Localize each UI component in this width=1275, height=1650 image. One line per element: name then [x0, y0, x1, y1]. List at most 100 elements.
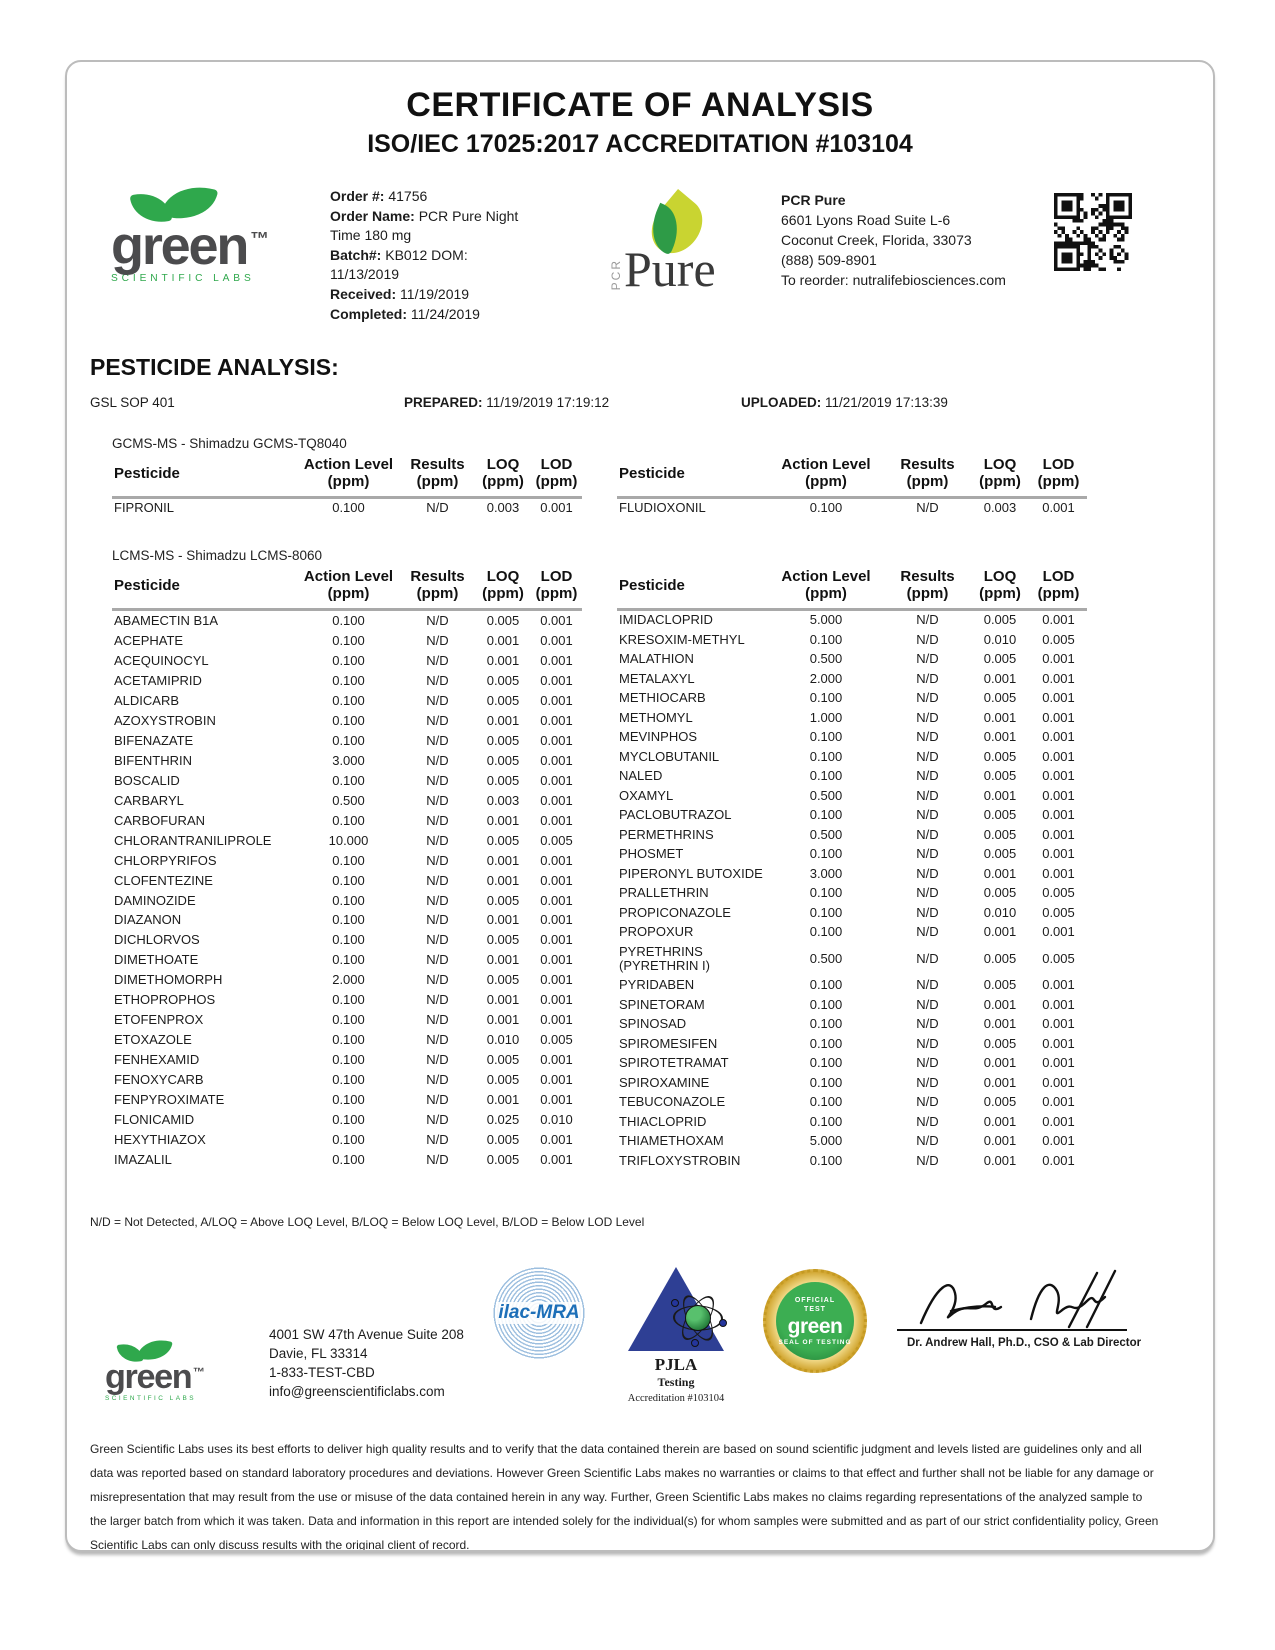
lcms-instrument-label: LCMS-MS - Shimadzu LCMS-8060	[112, 548, 323, 564]
cell-lod: 0.001	[540, 672, 573, 688]
cell-results: N/D	[916, 865, 939, 881]
cell-results: N/D	[426, 1112, 449, 1128]
cell-name: ETOFENPROX	[114, 1012, 204, 1028]
cell-action_level: 0.100	[332, 612, 365, 628]
cell-action_level: 0.100	[332, 1052, 365, 1068]
cell-lod: 0.001	[540, 1152, 573, 1168]
uploaded-timestamp: UPLOADED: 11/21/2019 17:13:39	[741, 395, 948, 410]
cell-lod: 0.001	[540, 752, 573, 768]
cell-results: N/D	[426, 632, 449, 648]
cell-name: DIMETHOATE	[114, 952, 199, 968]
text-line: info@greenscientificlabs.com	[269, 1384, 445, 1400]
cell-lod: 0.001	[540, 632, 573, 648]
pcr-pure-logo: PCR Pure	[576, 189, 751, 303]
cell-results: N/D	[916, 1055, 939, 1071]
trademark-symbol: ™	[250, 229, 269, 250]
cell-lod: 0.001	[1042, 1016, 1075, 1032]
cell-results: N/D	[916, 885, 939, 901]
pcr-vertical-text: PCR	[609, 258, 623, 290]
table-row: TRIFLOXYSTROBIN 0.100 N/D 0.001 0.001	[617, 1151, 1087, 1170]
cell-loq: 0.001	[983, 1016, 1017, 1032]
cell-results: N/D	[916, 612, 939, 628]
cell-name: FENOXYCARB	[114, 1072, 204, 1088]
cell-loq: 0.001	[983, 1152, 1017, 1168]
cell-lod: 0.001	[1042, 977, 1075, 993]
column-header: LOD (ppm)	[535, 568, 578, 603]
cell-loq: 0.001	[486, 872, 520, 888]
atom-icon	[669, 1289, 727, 1347]
cell-loq: 0.003	[486, 500, 520, 516]
cell-results: N/D	[426, 772, 449, 788]
cell-lod: 0.005	[1042, 885, 1075, 901]
cell-loq: 0.001	[983, 996, 1017, 1012]
cell-action_level: 0.100	[332, 912, 365, 928]
cell-loq: 0.005	[983, 826, 1017, 842]
table-row: DIAZANON 0.100 N/D 0.001 0.001	[112, 911, 582, 931]
cell-lod: 0.001	[540, 812, 573, 828]
cell-name: CARBARYL	[114, 792, 184, 808]
cell-lod: 0.001	[540, 692, 573, 708]
cell-lod: 0.001	[540, 500, 573, 516]
gcms-table-left: Pesticide Action Level (ppm) Results (ppm) LO…	[112, 456, 582, 518]
cell-action_level: 0.100	[332, 692, 365, 708]
cell-loq: 0.001	[983, 1055, 1017, 1071]
cell-name: ABAMECTIN B1A	[114, 612, 219, 628]
cell-results: N/D	[916, 1074, 939, 1090]
cell-name: DAMINOZIDE	[114, 892, 196, 908]
cell-loq: 0.005	[983, 977, 1017, 993]
cell-name: FIPRONIL	[114, 500, 174, 516]
table-row: ETHOPROPHOS 0.100 N/D 0.001 0.001	[112, 991, 582, 1011]
signature-icon	[919, 1269, 1117, 1328]
cell-lod: 0.005	[1042, 904, 1075, 920]
column-header: Pesticide	[114, 576, 180, 594]
client-address-lines: 6601 Lyons Road Suite L-6 Coconut Creek, …	[781, 211, 1016, 291]
cell-action_level: 0.100	[809, 1035, 843, 1051]
cell-name: PROPICONAZOLE	[619, 904, 731, 920]
ilac-mra-seal: ilac-MRA	[493, 1266, 585, 1359]
cell-name: SPINOSAD	[619, 1016, 687, 1032]
cell-name: METALAXYL	[619, 670, 695, 686]
cell-lod: 0.001	[540, 612, 573, 628]
seal-inner: OFFICIAL TEST green SEAL OF TESTING	[776, 1281, 854, 1360]
column-header: LOQ (ppm)	[482, 456, 524, 490]
table-row: ETOFENPROX 0.100 N/D 0.001 0.001	[112, 1011, 582, 1031]
cell-action_level: 2.000	[332, 972, 365, 988]
lcms-table-left: Pesticide Action Level (ppm) Results (ppm) LO…	[112, 568, 582, 1170]
lcms-table-right: Pesticide Action Level (ppm) Results (ppm) LO…	[617, 568, 1087, 1170]
signature-line	[897, 1328, 1127, 1331]
cell-results: N/D	[916, 1035, 939, 1051]
cell-results: N/D	[426, 892, 449, 908]
cell-lod: 0.001	[1042, 768, 1075, 784]
info-pair: Batch#: KB012 DOM: 11/13/2019	[330, 246, 468, 283]
table-row: FIPRONIL 0.100 N/D 0.003 0.001	[112, 497, 582, 518]
cell-name: SPIROXAMINE	[619, 1074, 710, 1090]
table-row: ALDICARB 0.100 N/D 0.005 0.001	[112, 691, 582, 711]
cell-name: MEVINPHOS	[619, 729, 698, 745]
cell-results: N/D	[916, 500, 939, 516]
table-row: IMAZALIL 0.100 N/D 0.005 0.001	[112, 1150, 582, 1170]
cell-action_level: 0.100	[332, 1112, 365, 1128]
cell-loq: 0.025	[486, 1112, 520, 1128]
table-row: METALAXYL 2.000 N/D 0.001 0.001	[617, 669, 1087, 688]
cell-action_level: 0.100	[332, 932, 365, 948]
cell-loq: 0.001	[486, 912, 520, 928]
cell-results: N/D	[426, 732, 449, 748]
table-row: KRESOXIM-METHYL 0.100 N/D 0.010 0.005	[617, 630, 1087, 649]
table-row: PHOSMET 0.100 N/D 0.005 0.001	[617, 845, 1087, 864]
cell-lod: 0.001	[540, 1052, 573, 1068]
table-row: MALATHION 0.500 N/D 0.005 0.001	[617, 650, 1087, 669]
cell-results: N/D	[426, 1012, 449, 1028]
cell-loq: 0.005	[486, 612, 520, 628]
table-row: THIACLOPRID 0.100 N/D 0.001 0.001	[617, 1112, 1087, 1131]
cell-results: N/D	[916, 996, 939, 1012]
trademark-symbol: ™	[193, 1365, 205, 1380]
cell-action_level: 0.100	[809, 690, 843, 706]
cell-results: N/D	[426, 972, 449, 988]
pjla-name: PJLA	[654, 1354, 698, 1374]
cell-name: SPINETORAM	[619, 996, 705, 1012]
table-row: HEXYTHIAZOX 0.100 N/D 0.005 0.001	[112, 1130, 582, 1150]
table-row: BIFENAZATE 0.100 N/D 0.005 0.001	[112, 731, 582, 751]
gcms-table-right: Pesticide Action Level (ppm) Results (ppm) LO…	[617, 456, 1087, 518]
cell-loq: 0.001	[983, 729, 1017, 745]
cell-lod: 0.001	[1042, 1035, 1075, 1051]
